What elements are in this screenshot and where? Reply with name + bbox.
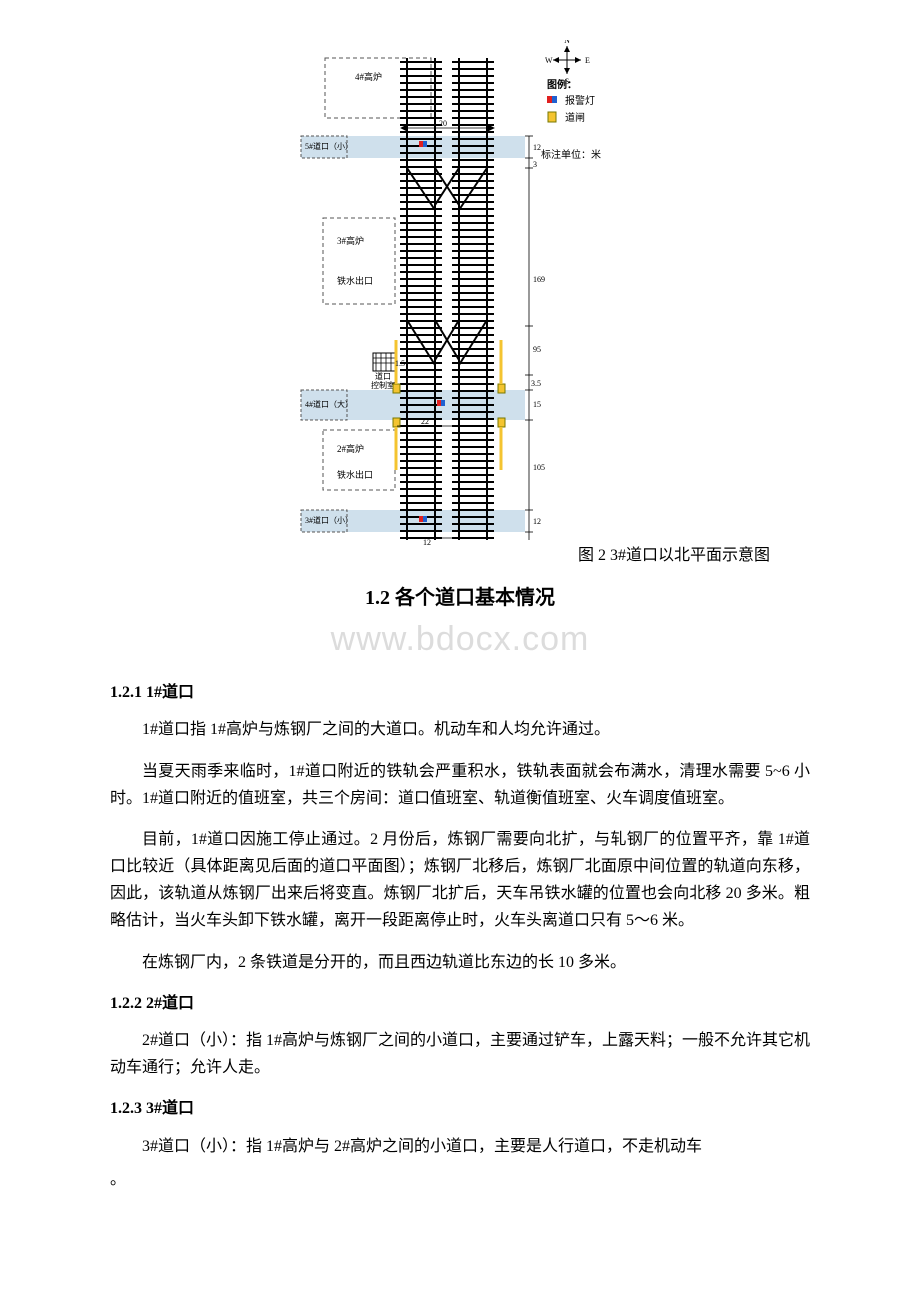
crossing-diagram: N S E W 图例： 报警灯 道闸 标注单位：米 4#高炉 3#高炉 铁水出口… (295, 40, 625, 545)
furnace-2-label: 2#高炉 (337, 443, 364, 454)
legend: 图例： 报警灯 道闸 标注单位：米 (541, 78, 601, 161)
s122-p1: 2#道口（小）：指 1#高炉与炼钢厂之间的小道口，主要通过铲车，上露天料；一般不… (110, 1027, 810, 1081)
svg-text:E: E (585, 56, 590, 65)
control-room-label-1: 道口 (375, 371, 391, 381)
furnace-3-box (323, 218, 395, 304)
heading-1-2-2: 1.2.2 2#道口 (110, 990, 810, 1017)
diagram-container: N S E W 图例： 报警灯 道闸 标注单位：米 4#高炉 3#高炉 铁水出口… (110, 40, 810, 554)
iron-outlet-b-label: 铁水出口 (337, 469, 373, 480)
s123-tail: 。 (110, 1166, 810, 1193)
crossing-3-label: 3#道口（小） (305, 515, 353, 525)
crossing-5-label: 5#道口（小） (305, 141, 353, 151)
section-1-2-title: 1.2 各个道口基本情况 (110, 581, 810, 615)
svg-text:标注单位：米: 标注单位：米 (541, 148, 601, 161)
dim-1_5: 1.5 (395, 359, 405, 368)
dim-169: 169 (533, 275, 545, 284)
dim-3: 3 (533, 160, 537, 169)
crossing-4-label: 4#道口（大） (305, 399, 353, 409)
dim-15: 15 (533, 400, 541, 409)
dim-12a: 12 (533, 143, 541, 152)
dim-12b: 12 (533, 517, 541, 526)
dim-105: 105 (533, 463, 545, 472)
diagram-caption: 图 2 3#道口以北平面示意图 (578, 542, 770, 569)
heading-1-2-3: 1.2.3 3#道口 (110, 1095, 810, 1122)
dim-20: 20 (439, 119, 447, 128)
s121-p1: 1#道口指 1#高炉与炼钢厂之间的大道口。机动车和人均允许通过。 (110, 716, 810, 743)
s121-p2: 当夏天雨季来临时，1#道口附近的铁轨会严重积水，铁轨表面就会布满水，清理水需要 … (110, 758, 810, 812)
dim-22: 22 (421, 417, 429, 426)
svg-text:N: N (564, 40, 570, 45)
furnace-2-box (323, 430, 395, 490)
furnace-4-label: 4#高炉 (355, 71, 382, 82)
svg-text:W: W (545, 56, 553, 65)
furnace-3-label: 3#高炉 (337, 235, 364, 246)
iron-outlet-a-label: 铁水出口 (337, 275, 373, 286)
s121-p4: 在炼钢厂内，2 条铁道是分开的，而且西边轨道比东边的长 10 多米。 (110, 949, 810, 976)
s123-p1: 3#道口（小）：指 1#高炉与 2#高炉之间的小道口，主要是人行道口，不走机动车 (110, 1133, 810, 1160)
dim-3_5: 3.5 (531, 379, 541, 388)
control-room-label-2: 控制室 (371, 380, 395, 390)
dim-12c: 12 (423, 538, 431, 545)
watermark-text: www.bdocx.com (110, 611, 810, 669)
svg-text:道闸: 道闸 (565, 111, 585, 124)
heading-1-2-1: 1.2.1 1#道口 (110, 679, 810, 706)
dimension-lines (525, 136, 533, 540)
dim-95: 95 (533, 345, 541, 354)
control-room-icon (373, 353, 397, 371)
rail-tracks (400, 58, 494, 540)
s121-p3: 目前，1#道口因施工停止通过。2 月份后，炼钢厂需要向北扩，与轧钢厂的位置平齐，… (110, 826, 810, 935)
svg-text:图例：: 图例： (547, 78, 577, 91)
svg-text:报警灯: 报警灯 (565, 94, 595, 107)
